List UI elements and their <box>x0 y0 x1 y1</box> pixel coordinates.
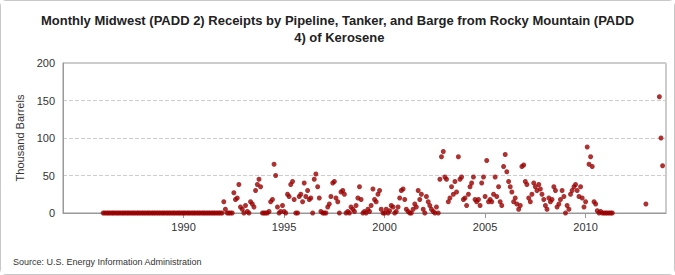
svg-text:100: 100 <box>37 132 55 144</box>
svg-text:2000: 2000 <box>372 221 396 233</box>
svg-text:Monthly Midwest (PADD 2) Recei: Monthly Midwest (PADD 2) Receipts by Pip… <box>41 13 634 28</box>
svg-text:Source: U.S. Energy Informatio: Source: U.S. Energy Information Administ… <box>13 257 202 267</box>
svg-text:0: 0 <box>49 207 55 219</box>
svg-text:1990: 1990 <box>171 221 195 233</box>
svg-text:200: 200 <box>37 57 55 69</box>
svg-text:1995: 1995 <box>272 221 296 233</box>
svg-text:150: 150 <box>37 95 55 107</box>
svg-text:2010: 2010 <box>573 221 597 233</box>
svg-text:4) of Kerosene: 4) of Kerosene <box>291 30 385 45</box>
svg-text:Thousand Barrels: Thousand Barrels <box>14 94 26 181</box>
svg-text:50: 50 <box>43 170 55 182</box>
svg-text:2005: 2005 <box>473 221 497 233</box>
